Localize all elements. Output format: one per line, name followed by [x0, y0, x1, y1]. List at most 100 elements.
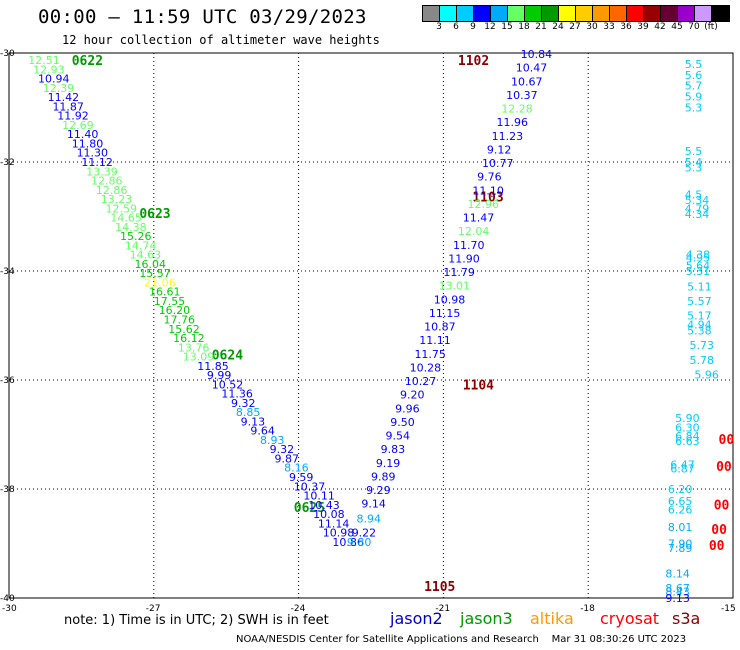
wave-height-point: 12.86: [91, 175, 123, 188]
wave-height-point: 11.12: [81, 156, 113, 169]
wave-height-point: 10.27: [405, 375, 437, 388]
wave-height-point: 5.5: [685, 145, 703, 158]
wave-height-point: 14.74: [125, 239, 157, 252]
wave-height-point: 11.70: [453, 239, 485, 252]
wave-height-point: 7.89: [668, 542, 693, 555]
wave-height-point: 12.96: [468, 198, 500, 211]
wave-height-point: 16.12: [173, 332, 205, 345]
wave-height-point: 11.47: [463, 212, 495, 225]
wave-height-point: 6.84: [675, 430, 700, 443]
wave-height-point: 9.99: [207, 369, 232, 382]
wave-height-point: 4.5: [685, 189, 703, 202]
wave-height-point: 5.4: [685, 156, 703, 169]
wave-height-point: 10.77: [482, 157, 513, 170]
wave-height-point: 12.51: [28, 54, 60, 67]
wave-height-point: 9.64: [250, 425, 274, 438]
y-tick-label: -32: [0, 158, 15, 168]
wave-height-point: 10.94: [38, 73, 70, 86]
legend-label: 15: [501, 22, 513, 32]
wave-height-point: 9.89: [371, 470, 396, 483]
x-tick-label: -15: [721, 604, 736, 614]
legend-label: 36: [620, 22, 632, 32]
wave-height-point: 6.63: [675, 435, 700, 448]
wave-height-point: 21.06: [144, 276, 176, 289]
wave-height-point: 12.59: [106, 202, 137, 215]
legend-label: 27: [569, 22, 581, 32]
wave-height-point: 17.55: [154, 295, 186, 308]
wave-height-point: 9.13: [241, 415, 266, 428]
wave-height-point: 13.76: [178, 341, 210, 354]
wave-height-point: 4.34: [685, 208, 710, 221]
wave-height-point: 10.87: [424, 321, 456, 334]
wave-height-point: 13.01: [439, 280, 471, 293]
wave-height-point: 9.14: [361, 498, 386, 511]
wave-height-point: 7.90: [668, 538, 693, 551]
wave-height-point: 5.31: [686, 265, 711, 278]
wave-height-point: 11.80: [72, 137, 104, 150]
legend-swatch: [559, 6, 576, 21]
legend-swatch: [525, 6, 542, 21]
legend-label: 24: [552, 22, 564, 32]
wave-height-point: 15.62: [168, 323, 200, 336]
wave-height-point: 16.04: [134, 258, 166, 271]
wave-height-point: 8.94: [357, 512, 382, 525]
wave-height-point: 8.16: [284, 462, 309, 475]
legend-label: 39: [637, 22, 649, 32]
legend-swatch: [491, 6, 508, 21]
wave-height-point: 5.90: [675, 412, 700, 425]
wave-height-point: 9.80: [347, 536, 372, 549]
wave-height-point: 10.86: [332, 536, 364, 549]
legend-swatch: [627, 6, 644, 21]
footer-note: note: 1) Time is in UTC; 2) SWH is in fe…: [64, 613, 329, 628]
wave-height-point: 6.47: [670, 458, 695, 471]
wave-height-point: 4.95: [686, 251, 711, 264]
track-label: 1102: [458, 54, 489, 69]
wave-height-point: 13.39: [86, 165, 118, 178]
wave-height-point: 11.87: [52, 100, 84, 113]
track-label: 1104: [463, 378, 494, 393]
legend-label: 3: [436, 22, 442, 32]
wave-height-point: 10.28: [410, 361, 442, 374]
wave-height-point: 11.11: [419, 334, 451, 347]
wave-height-point: 10.98: [323, 527, 355, 540]
wave-height-point: 11.92: [57, 110, 88, 123]
y-tick-label: -34: [0, 267, 15, 277]
wave-height-point: 9.54: [385, 430, 410, 443]
legend-label: 42: [654, 22, 666, 32]
wave-height-point: 8.85: [236, 406, 261, 419]
wave-height-point: 14.63: [130, 249, 162, 262]
wave-height-point: 5.57: [687, 295, 712, 308]
wave-height-point: 11.10: [472, 184, 504, 197]
legend-label: 45: [671, 22, 683, 32]
wave-height-point: 6.20: [668, 483, 693, 496]
wave-height-point: 5.64: [686, 260, 711, 273]
legend-swatch: [423, 6, 440, 21]
satellite-legend-cryosat: cryosat: [600, 609, 660, 628]
wave-height-point: 10.37: [294, 480, 326, 493]
legend-label: (ft): [704, 22, 718, 32]
wave-height-point: 5.34: [685, 194, 710, 207]
legend-label: 12: [484, 22, 496, 32]
wave-height-point: 11.42: [48, 91, 80, 104]
wave-height-point: 13.23: [101, 193, 133, 206]
wave-height-point: 6.65: [668, 495, 693, 508]
wave-height-point: 12.69: [62, 119, 94, 132]
track-label: 0623: [139, 207, 170, 222]
wave-height-point: 16.61: [149, 286, 181, 299]
legend-label: 6: [453, 22, 459, 32]
y-tick-label: -36: [0, 376, 15, 386]
satellite-legend-s3a: s3a: [672, 609, 701, 628]
wave-height-point: 5.73: [690, 339, 715, 352]
track-label: 0625: [294, 501, 325, 516]
legend-swatch: [457, 6, 474, 21]
legend-swatch: [610, 6, 627, 21]
legend-swatch: [508, 6, 525, 21]
wave-height-point: 17.76: [163, 314, 195, 327]
wave-height-point: 10.08: [313, 508, 345, 521]
wave-height-point: 9.32: [270, 443, 295, 456]
wave-height-point: 14.38: [115, 221, 147, 234]
wave-height-point: 9.32: [231, 397, 256, 410]
track-label: 00: [711, 523, 727, 538]
legend-label: 70: [688, 22, 700, 32]
